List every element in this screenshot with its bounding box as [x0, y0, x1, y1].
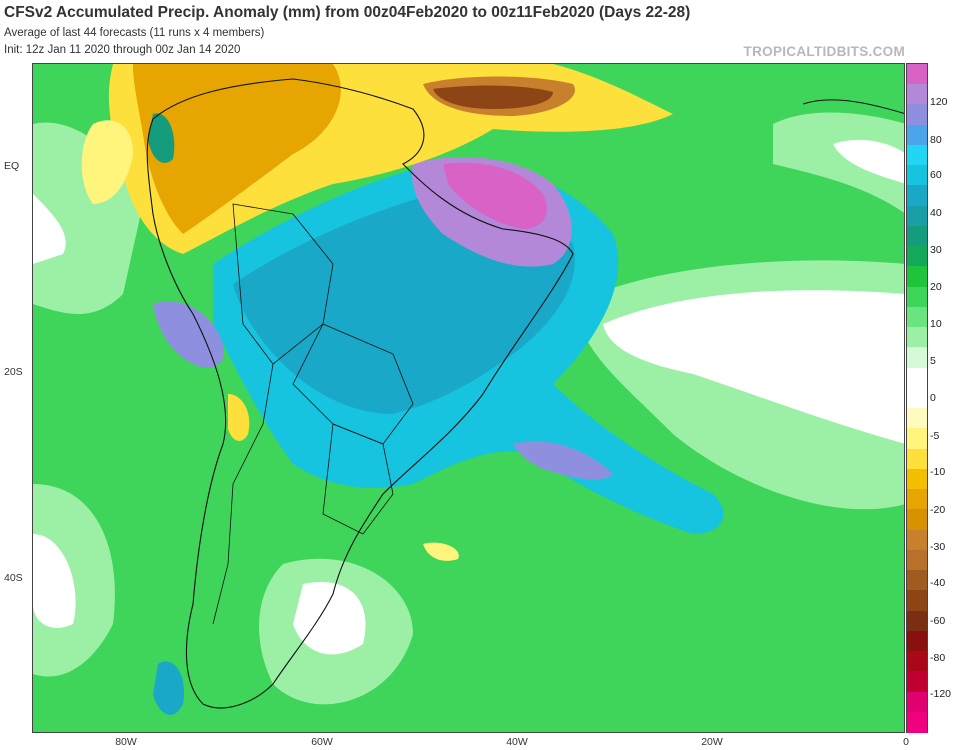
colorbar-label-minus-20: -20: [930, 504, 946, 516]
anomaly-region-peak-northeast: [443, 162, 547, 229]
colorbar-segment: [907, 468, 927, 490]
anomaly-region-wet-andes: [153, 301, 224, 368]
lon-label-0: 0: [903, 736, 909, 748]
colorbar-segment: [907, 266, 927, 288]
anomaly-region-white-africa: [833, 139, 904, 184]
colorbar-label-minus-30: -30: [930, 541, 946, 553]
anomaly-region-white-south: [293, 582, 366, 655]
colorbar-label-minus-60: -60: [930, 615, 946, 627]
anomaly-colorbar: [906, 63, 928, 733]
anomaly-region-driest-guiana: [433, 85, 553, 109]
colorbar-segment: [907, 185, 927, 207]
colorbar-segment: [907, 205, 927, 227]
colorbar-label-10: 10: [930, 318, 942, 330]
colorbar-segment: [907, 408, 927, 429]
lat-label-20s: 20S: [4, 366, 23, 378]
colorbar-segment: [907, 489, 927, 510]
anomaly-region-wet-chile-south: [153, 661, 184, 715]
colorbar-label-minus-120: -120: [930, 688, 952, 700]
anomaly-region-light-africa: [773, 112, 904, 213]
lon-label-40w: 40W: [506, 736, 528, 748]
colorbar-label-40: 40: [930, 207, 942, 219]
lon-label-20w: 20W: [701, 736, 723, 748]
colorbar-label-20: 20: [930, 281, 942, 293]
colorbar-segment: [907, 549, 927, 571]
colorbar-label-minus-10: -10: [930, 466, 946, 478]
colorbar-segment: [907, 428, 927, 450]
anomaly-region-wet-sacz: [513, 441, 613, 480]
colorbar-segment: [907, 286, 927, 308]
colorbar-label-30: 30: [930, 244, 942, 256]
colorbar-segment: [907, 64, 927, 85]
anomaly-region-dry-altiplano: [228, 394, 250, 441]
colorbar-label-5: 5: [930, 355, 936, 367]
anomaly-region-white-west: [33, 194, 66, 264]
colorbar-segment: [907, 711, 927, 733]
colorbar-segment: [907, 610, 927, 632]
colorbar-segment: [907, 306, 927, 328]
colorbar-segment: [907, 529, 927, 551]
colorbar-segment: [907, 367, 927, 389]
colorbar-segment: [907, 225, 927, 247]
anomaly-region-white-atlantic: [603, 290, 904, 444]
colorbar-label-minus-40: -40: [930, 577, 946, 589]
colorbar-segment: [907, 570, 927, 591]
colorbar-label-0: 0: [930, 392, 936, 404]
colorbar-label-120: 120: [930, 96, 948, 108]
anomaly-region-dry-uruguay-sea: [423, 542, 459, 561]
map-title: CFSv2 Accumulated Precip. Anomaly (mm) f…: [4, 4, 691, 21]
colorbar-segment: [907, 509, 927, 531]
colorbar-segment: [907, 691, 927, 713]
anomaly-region-white-sw: [33, 534, 76, 628]
precip-anomaly-map: [32, 63, 905, 733]
africa-coastline: [802, 99, 904, 114]
colorbar-segment: [907, 144, 927, 166]
anomaly-region-dry-pacific: [81, 120, 133, 204]
anomaly-region-drier-northwest: [133, 64, 341, 234]
colorbar-segment: [907, 124, 927, 146]
lat-label-40s: 40S: [4, 572, 23, 584]
lat-label-eq: EQ: [4, 160, 20, 172]
colorbar-segment: [907, 590, 927, 612]
colorbar-label-60: 60: [930, 169, 942, 181]
brand-watermark: TROPICALTIDBITS.COM: [743, 44, 905, 59]
colorbar-segment: [907, 246, 927, 267]
colorbar-label-minus-5: -5: [930, 430, 940, 442]
colorbar-segment: [907, 671, 927, 693]
colorbar-segment: [907, 387, 927, 409]
anomaly-region-light-sw: [33, 484, 115, 677]
colorbar-label-80: 80: [930, 134, 942, 146]
colorbar-segment: [907, 165, 927, 187]
lon-label-60w: 60W: [311, 736, 333, 748]
colorbar-segment: [907, 448, 927, 470]
country-borders-south: [322, 423, 394, 535]
init-time-subtitle: Init: 12z Jan 11 2020 through 00z Jan 14…: [4, 44, 241, 56]
colorbar-label-minus-80: -80: [930, 652, 946, 664]
colorbar-segment: [907, 104, 927, 126]
south-america-coastline: [146, 78, 574, 709]
colorbar-segment: [907, 651, 927, 672]
andes-border-line: [212, 363, 274, 625]
colorbar-segment: [907, 630, 927, 652]
lon-label-80w: 80W: [115, 736, 137, 748]
colorbar-segment: [907, 327, 927, 348]
forecast-average-subtitle: Average of last 44 forecasts (11 runs x …: [4, 27, 265, 39]
anomaly-region-wet-colombia-coast: [148, 113, 175, 163]
colorbar-segment: [907, 347, 927, 369]
colorbar-segment: [907, 84, 927, 106]
